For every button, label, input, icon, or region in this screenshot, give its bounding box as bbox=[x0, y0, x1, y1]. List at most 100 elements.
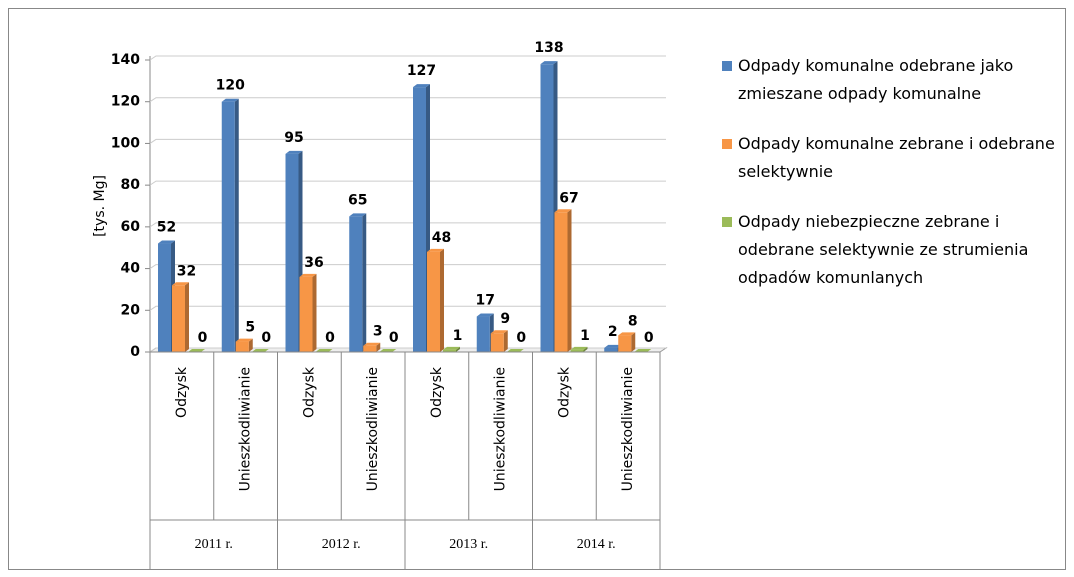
data-label: 3 bbox=[373, 324, 383, 340]
bar-top bbox=[158, 240, 175, 244]
grid-line bbox=[149, 264, 666, 269]
y-tick-label: 100 bbox=[111, 135, 140, 151]
bar bbox=[349, 216, 363, 352]
bar bbox=[285, 153, 299, 352]
bar-top bbox=[251, 349, 269, 352]
legend: Odpady komunalne odebrane jako zmieszane… bbox=[722, 52, 1062, 314]
bar-top bbox=[349, 213, 367, 217]
data-label: 9 bbox=[500, 311, 510, 327]
bar-side bbox=[503, 330, 508, 352]
data-label: 95 bbox=[284, 130, 303, 146]
bar-side bbox=[456, 346, 460, 352]
x-tick-label: Unieszkodliwianie bbox=[365, 367, 381, 491]
bar-side bbox=[376, 342, 381, 352]
bar-side bbox=[312, 273, 317, 352]
y-tick-label: 140 bbox=[111, 52, 140, 68]
bar-top bbox=[221, 98, 239, 102]
data-label: 5 bbox=[245, 320, 255, 336]
bar bbox=[443, 349, 456, 352]
grid-line bbox=[149, 180, 666, 186]
bar bbox=[235, 341, 249, 352]
bar-top bbox=[540, 61, 558, 65]
bar bbox=[413, 87, 426, 352]
bar-top bbox=[570, 346, 588, 350]
bar bbox=[604, 347, 618, 352]
bar bbox=[540, 64, 554, 353]
bar-side bbox=[362, 213, 367, 352]
data-label: 32 bbox=[177, 263, 196, 279]
bar-top bbox=[634, 349, 652, 352]
group-label: 2012 r. bbox=[322, 537, 361, 552]
data-label: 1 bbox=[580, 328, 590, 344]
bar-side bbox=[631, 332, 636, 352]
bar bbox=[172, 285, 185, 352]
data-label: 0 bbox=[644, 330, 654, 346]
y-tick-label: 0 bbox=[130, 344, 140, 360]
x-tick-label: Unieszkodliwianie bbox=[620, 367, 636, 491]
legend-label: Odpady komunalne odebrane jako zmieszane… bbox=[738, 56, 1014, 103]
bar bbox=[490, 333, 504, 352]
bar-top bbox=[315, 349, 333, 352]
bar-top bbox=[490, 330, 508, 334]
y-tick-label: 20 bbox=[121, 302, 141, 318]
bar-side bbox=[185, 282, 189, 352]
bar bbox=[618, 335, 632, 352]
bar-top bbox=[476, 313, 494, 317]
y-axis-label: [tys. Mg] bbox=[92, 175, 108, 237]
x-tick-label: Odzysk bbox=[174, 366, 190, 418]
data-label: 120 bbox=[216, 78, 245, 94]
bar-side bbox=[234, 98, 239, 352]
y-tick-label: 60 bbox=[121, 219, 141, 235]
data-label: 127 bbox=[407, 63, 436, 79]
bar bbox=[221, 101, 235, 352]
data-label: 2 bbox=[608, 324, 618, 340]
bar bbox=[476, 316, 490, 352]
grid-line bbox=[149, 305, 666, 311]
group-label: 2011 r. bbox=[195, 537, 233, 552]
bar-top bbox=[172, 282, 189, 286]
x-tick-label: Unieszkodliwianie bbox=[493, 367, 509, 491]
data-label: 17 bbox=[476, 293, 495, 309]
bar bbox=[363, 345, 377, 352]
bar-side bbox=[567, 209, 572, 352]
bar-side bbox=[440, 248, 444, 352]
bar-top bbox=[554, 209, 572, 213]
x-tick-label: Odzysk bbox=[556, 366, 572, 418]
group-label: 2013 r. bbox=[449, 537, 488, 552]
x-tick-label: Unieszkodliwianie bbox=[238, 367, 254, 491]
bar-top bbox=[604, 344, 622, 348]
grid-line bbox=[149, 55, 666, 61]
bar-side bbox=[583, 346, 588, 352]
y-tick-label: 80 bbox=[121, 177, 141, 193]
data-label: 0 bbox=[198, 330, 208, 346]
bar bbox=[158, 243, 171, 352]
bar-side bbox=[248, 338, 253, 352]
data-label: 1 bbox=[453, 328, 463, 344]
bar-top bbox=[363, 342, 381, 346]
data-label: 65 bbox=[348, 192, 367, 208]
bar bbox=[570, 349, 584, 352]
bar-top bbox=[379, 349, 397, 352]
x-tick-label: Odzysk bbox=[301, 366, 317, 418]
legend-item: Odpady komunalne zebrane i odebrane sele… bbox=[722, 130, 1062, 186]
data-label: 8 bbox=[628, 313, 638, 329]
grid-line bbox=[149, 97, 666, 103]
data-label: 48 bbox=[432, 230, 451, 246]
y-tick-label: 40 bbox=[121, 261, 141, 277]
data-label: 52 bbox=[157, 220, 176, 236]
legend-swatch bbox=[722, 61, 732, 71]
bar-top bbox=[235, 338, 253, 342]
legend-item: Odpady niebezpieczne zebrane i odebrane … bbox=[722, 208, 1062, 292]
bar-top bbox=[443, 346, 460, 350]
legend-label: Odpady niebezpieczne zebrane i odebrane … bbox=[738, 212, 1029, 287]
bar-top bbox=[285, 150, 303, 154]
data-label: 0 bbox=[261, 330, 271, 346]
bar-top bbox=[506, 349, 524, 352]
y-tick-label: 120 bbox=[111, 94, 140, 110]
legend-label: Odpady komunalne zebrane i odebrane sele… bbox=[738, 134, 1055, 181]
bar-top bbox=[299, 273, 317, 277]
data-label: 0 bbox=[325, 330, 335, 346]
data-label: 67 bbox=[559, 190, 578, 206]
